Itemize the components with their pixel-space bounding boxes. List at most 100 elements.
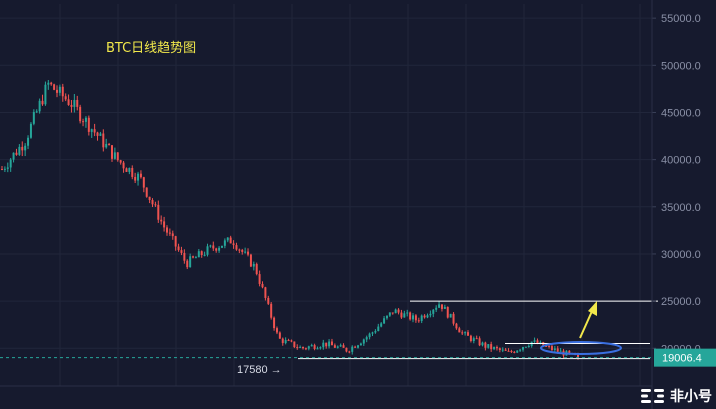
candle-body <box>215 248 218 251</box>
candle-body <box>171 233 174 237</box>
candle-body <box>397 309 400 313</box>
candle-body <box>336 346 339 348</box>
candle-body <box>461 332 464 334</box>
candle-body <box>383 318 386 324</box>
candle-body <box>481 342 484 346</box>
candle-body <box>290 340 293 342</box>
y-tick-label: 35000.0 <box>661 202 701 214</box>
candle-body <box>426 315 429 318</box>
candle-body <box>507 350 510 352</box>
candle-body <box>194 257 197 259</box>
candle-body <box>249 254 252 267</box>
current-price-label: 19006.4 <box>662 353 702 365</box>
candle-body <box>82 121 85 123</box>
feixiaohao-logo-icon <box>641 389 664 403</box>
candle-body <box>79 106 82 122</box>
candle-body <box>510 351 513 353</box>
candle-body <box>432 309 435 314</box>
candle-body <box>342 345 345 348</box>
y-tick-label: 45000.0 <box>661 107 701 119</box>
candle-body <box>438 304 441 308</box>
candle-body <box>47 82 50 85</box>
candle-body <box>522 347 525 350</box>
candle-body <box>209 245 212 247</box>
candle-body <box>539 342 542 344</box>
candle-body <box>21 146 24 151</box>
candle-body <box>527 345 530 347</box>
candle-body <box>281 338 284 344</box>
candle-body <box>322 342 325 348</box>
candle-body <box>258 274 261 284</box>
support-resistance-lines <box>298 300 658 360</box>
candle-body <box>345 347 348 352</box>
candle-body <box>84 117 87 122</box>
candle-body <box>192 256 195 258</box>
candle-body <box>197 251 200 258</box>
candle-body <box>218 247 221 251</box>
candle-body <box>96 132 99 136</box>
candle-body <box>545 345 548 347</box>
candle-body <box>559 350 562 352</box>
candle-body <box>273 317 276 329</box>
candle-body <box>186 260 189 268</box>
chart-title: BTC日线趋势图 <box>106 40 196 56</box>
candle-body <box>163 221 166 228</box>
candle-body <box>76 99 79 107</box>
trend-arrow-head <box>588 301 597 316</box>
candle-body <box>330 341 333 346</box>
candle-body <box>417 320 420 322</box>
candle-body <box>359 343 362 346</box>
candle-body <box>414 315 417 321</box>
candle-body <box>38 100 41 112</box>
candle-body <box>472 338 475 342</box>
low-annotation: 17580 → <box>237 364 282 376</box>
candle-body <box>174 236 177 247</box>
candle-body <box>368 333 371 338</box>
candle-body <box>122 162 125 169</box>
candle-body <box>339 345 342 347</box>
y-tick-label: 25000.0 <box>661 296 701 308</box>
candle-body <box>487 344 490 348</box>
candle-body <box>400 312 403 318</box>
candle-body <box>168 232 171 234</box>
candle-body <box>394 309 397 314</box>
trend-arrow-shaft <box>579 308 594 339</box>
candle-body <box>1 169 3 171</box>
candle-body <box>177 246 180 251</box>
candle-body <box>365 337 368 340</box>
candle-body <box>41 100 44 105</box>
candle-body <box>278 332 281 339</box>
candle-body <box>241 249 244 252</box>
candle-body <box>287 340 290 342</box>
candle-body <box>87 117 90 132</box>
candle-body <box>220 245 223 248</box>
candle-body <box>119 160 122 163</box>
candle-body <box>519 349 522 351</box>
watermark-text: 非小号 <box>670 389 712 405</box>
candle-body <box>160 219 163 222</box>
candle-body <box>409 312 412 320</box>
candle-body <box>458 328 461 333</box>
candle-body <box>113 152 116 159</box>
candle-body <box>513 351 516 353</box>
candle-body <box>102 133 105 148</box>
watermark: 非小号 <box>640 386 712 406</box>
candle-body <box>275 328 278 333</box>
candle-body <box>3 168 6 170</box>
candle-body <box>238 249 241 251</box>
candle-body <box>469 335 472 342</box>
candle-body <box>475 338 478 340</box>
candle-body <box>548 346 551 348</box>
candle-body <box>229 237 232 244</box>
candle-body <box>145 187 148 197</box>
candle-body <box>44 84 47 105</box>
candle-body <box>550 346 553 351</box>
candle-body <box>35 111 38 113</box>
candle-body <box>313 345 316 349</box>
candle-body <box>206 246 209 255</box>
y-tick-label: 55000.0 <box>661 13 701 25</box>
candle-body <box>304 348 307 350</box>
